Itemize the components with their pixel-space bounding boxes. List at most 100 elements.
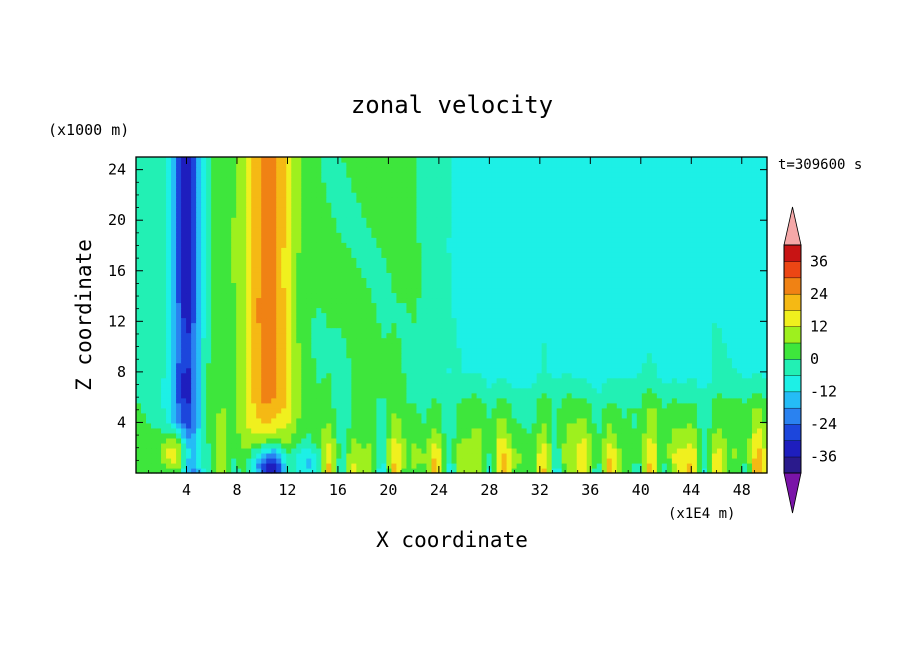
field-cell: [471, 442, 478, 449]
field-cell: [561, 387, 568, 394]
field-cell: [321, 407, 327, 414]
field-cell: [746, 362, 753, 369]
field-cell: [621, 382, 628, 389]
field-cell: [511, 457, 518, 464]
field-cell: [706, 312, 713, 319]
field-cell: [216, 432, 222, 439]
field-cell: [311, 302, 317, 309]
field-cell: [201, 372, 207, 379]
field-cell: [661, 362, 668, 369]
field-cell: [291, 452, 297, 459]
field-cell: [736, 407, 743, 414]
field-cell: [606, 337, 613, 344]
field-cell: [756, 457, 763, 464]
field-cell: [486, 312, 493, 319]
field-cell: [701, 467, 708, 474]
field-cell: [741, 427, 748, 434]
field-cell: [486, 447, 493, 454]
field-cell: [586, 357, 593, 364]
field-cell: [421, 457, 428, 464]
field-cell: [521, 387, 528, 394]
field-cell: [331, 322, 337, 329]
field-cell: [686, 352, 693, 359]
field-cell: [591, 447, 598, 454]
field-cell: [371, 417, 377, 424]
field-cell: [516, 332, 523, 339]
field-cell: [386, 282, 393, 289]
field-cell: [761, 327, 768, 334]
field-cell: [281, 292, 287, 299]
field-cell: [171, 382, 177, 389]
field-cell: [176, 352, 182, 359]
field-cell: [366, 457, 372, 464]
field-cell: [506, 422, 513, 429]
field-cell: [576, 307, 583, 314]
field-cell: [426, 397, 433, 404]
field-cell: [511, 377, 518, 384]
field-cell: [761, 302, 768, 309]
field-cell: [641, 282, 648, 289]
field-cell: [266, 292, 272, 299]
field-cell: [711, 357, 718, 364]
field-cell: [641, 362, 648, 369]
field-cell: [291, 272, 297, 278]
field-cell: [471, 372, 478, 379]
field-cell: [446, 422, 453, 429]
field-cell: [236, 427, 242, 434]
field-cell: [516, 307, 523, 314]
field-cell: [256, 432, 262, 439]
field-cell: [686, 362, 693, 369]
field-cell: [246, 347, 252, 354]
field-cell: [476, 387, 483, 394]
field-cell: [226, 357, 232, 364]
field-cell: [411, 417, 418, 424]
field-cell: [296, 402, 302, 409]
field-cell: [596, 412, 603, 419]
field-cell: [516, 457, 523, 464]
field-cell: [481, 417, 488, 424]
field-cell: [641, 317, 648, 324]
field-cell: [261, 367, 267, 374]
field-cell: [506, 317, 513, 324]
field-cell: [591, 452, 598, 459]
field-cell: [271, 367, 277, 374]
field-cell: [286, 407, 292, 414]
field-cell: [661, 427, 668, 434]
field-cell: [171, 287, 177, 294]
field-cell: [636, 327, 643, 334]
field-cell: [136, 437, 142, 444]
field-cell: [726, 457, 733, 464]
field-cell: [561, 317, 568, 324]
field-cell: [181, 452, 187, 459]
field-cell: [446, 307, 453, 314]
field-cell: [486, 317, 493, 324]
field-cell: [271, 392, 277, 399]
field-cell: [576, 342, 583, 349]
field-cell: [456, 397, 463, 404]
field-cell: [241, 412, 247, 419]
field-cell: [526, 277, 533, 283]
field-cell: [186, 322, 192, 329]
field-cell: [646, 292, 653, 299]
field-cell: [196, 282, 202, 289]
field-cell: [441, 347, 448, 354]
field-cell: [271, 422, 277, 429]
field-cell: [336, 417, 342, 424]
field-cell: [521, 327, 528, 334]
field-cell: [206, 347, 212, 354]
field-cell: [471, 367, 478, 374]
field-cell: [611, 377, 618, 384]
field-cell: [251, 447, 257, 454]
field-cell: [326, 352, 332, 359]
field-cell: [256, 452, 262, 459]
field-cell: [416, 332, 423, 339]
field-cell: [276, 417, 282, 424]
field-cell: [496, 467, 503, 474]
field-cell: [521, 397, 528, 404]
field-cell: [611, 317, 618, 324]
field-cell: [231, 367, 237, 374]
field-cell: [361, 402, 367, 409]
field-cell: [236, 277, 242, 283]
field-cell: [681, 357, 688, 364]
field-cell: [661, 412, 668, 419]
